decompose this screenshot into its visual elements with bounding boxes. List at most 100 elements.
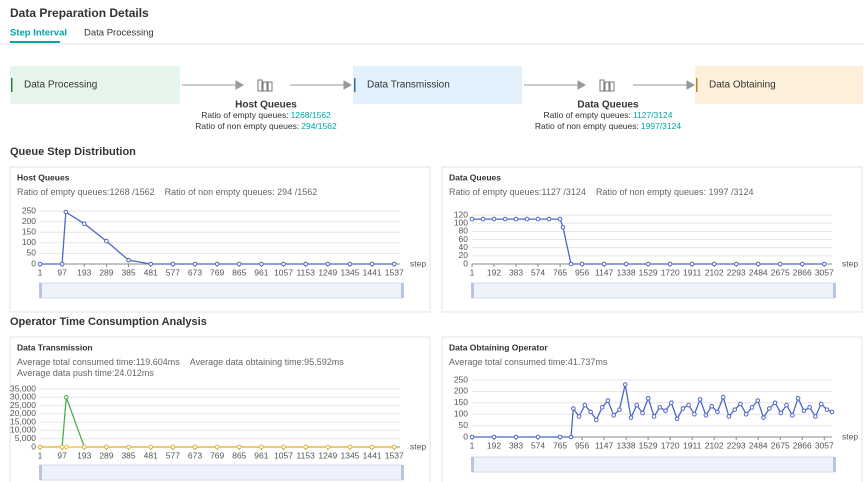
point (588, 409, 593, 415)
x-tick-label: 3057 (815, 267, 834, 277)
x-tick-label: 1441 (363, 267, 382, 277)
zoom-slider (471, 456, 835, 473)
point (628, 415, 634, 420)
x-tick-label: 865 (232, 267, 246, 277)
point (807, 405, 812, 410)
chart-subtitle: Average total consumed time:41.737ms (449, 357, 608, 367)
y-tick-label: 35,000 (10, 383, 36, 393)
point (777, 261, 783, 267)
arrows (182, 80, 696, 90)
queue-ratio: Ratio of non empty queues: 294/1562 (195, 121, 337, 131)
zoom-handle (39, 465, 42, 480)
point (347, 261, 353, 267)
y-tick-label: 10,000 (10, 425, 36, 435)
x-tick-label: 383 (509, 440, 523, 450)
stage-accent (696, 78, 698, 92)
point (720, 394, 726, 400)
subtitle-item: Average data obtaining time:95.592ms (190, 357, 344, 367)
y-tick-label: 50 (27, 248, 37, 258)
point (63, 394, 69, 400)
x-tick-label: 2675 (771, 440, 790, 450)
point (790, 413, 795, 418)
x-tick-label: 289 (99, 267, 113, 277)
point (524, 216, 530, 222)
point (743, 411, 749, 417)
stage-label: Data Obtaining (709, 80, 776, 91)
point (686, 402, 691, 408)
x-tick-label: 574 (531, 440, 545, 450)
chart-subtitle: Average data push time:24.012ms (17, 368, 154, 378)
point (599, 405, 605, 410)
point (81, 444, 87, 450)
point (818, 401, 824, 407)
point (576, 414, 582, 419)
tab[interactable]: Step Interval (10, 28, 67, 39)
point (738, 401, 743, 407)
point (37, 444, 43, 450)
point (821, 261, 827, 267)
stage-label: Data Processing (24, 80, 97, 91)
x-tick-label: 1345 (340, 267, 359, 277)
point (813, 414, 818, 419)
x-tick-label: 289 (99, 450, 113, 460)
x-tick-label: 1 (38, 267, 43, 277)
x-tick-label: 673 (188, 267, 202, 277)
point (491, 216, 497, 222)
point (63, 444, 69, 450)
queue-title: Data Queues (577, 100, 639, 111)
point (571, 406, 576, 411)
x-tick-label: 574 (531, 267, 545, 277)
point (391, 444, 397, 450)
point (829, 409, 835, 415)
stage-accent (354, 78, 356, 92)
point (259, 444, 264, 450)
point (634, 402, 640, 408)
point (605, 398, 611, 403)
x-tick-label: 1338 (617, 267, 636, 277)
point (347, 444, 353, 450)
chart-title: Data Transmission (17, 342, 93, 352)
x-tick-label: 1529 (639, 440, 658, 450)
point (59, 261, 65, 267)
point (772, 400, 778, 406)
x-tick-label: 956 (575, 440, 589, 450)
x-tick-label: 577 (166, 450, 180, 460)
point (148, 444, 153, 450)
point (236, 261, 242, 267)
point (732, 407, 738, 412)
point (303, 261, 308, 267)
point (669, 400, 674, 406)
point (623, 261, 629, 267)
point (491, 434, 497, 440)
y-tick-label: 150 (454, 397, 468, 407)
x-tick-label: 2675 (771, 267, 790, 277)
ratio-label: Ratio of non empty queues: (195, 121, 299, 131)
ratio-value: 1268/1562 (291, 110, 331, 120)
point (37, 261, 43, 267)
point (557, 216, 563, 222)
point (645, 261, 651, 267)
x-tick-label: 1537 (385, 450, 404, 460)
ratio-value: 1127/3124 (633, 110, 673, 120)
x-tick-label: 1720 (661, 267, 680, 277)
point (667, 261, 673, 267)
point (651, 414, 657, 419)
stage-box (353, 66, 522, 104)
zoom-slider (39, 464, 403, 481)
point (469, 434, 475, 440)
point (582, 402, 588, 408)
y-tick-label: 5,000 (15, 433, 37, 443)
point (674, 416, 680, 422)
tab[interactable]: Data Processing (84, 28, 154, 39)
point (192, 444, 198, 450)
stage-box (10, 66, 180, 104)
point (697, 397, 703, 402)
point (824, 407, 830, 412)
point (513, 216, 519, 222)
point (703, 413, 709, 418)
stage-label: Data Transmission (367, 80, 450, 91)
point (104, 444, 109, 450)
x-tick-label: 961 (254, 267, 268, 277)
x-tick-label: 956 (575, 267, 589, 277)
